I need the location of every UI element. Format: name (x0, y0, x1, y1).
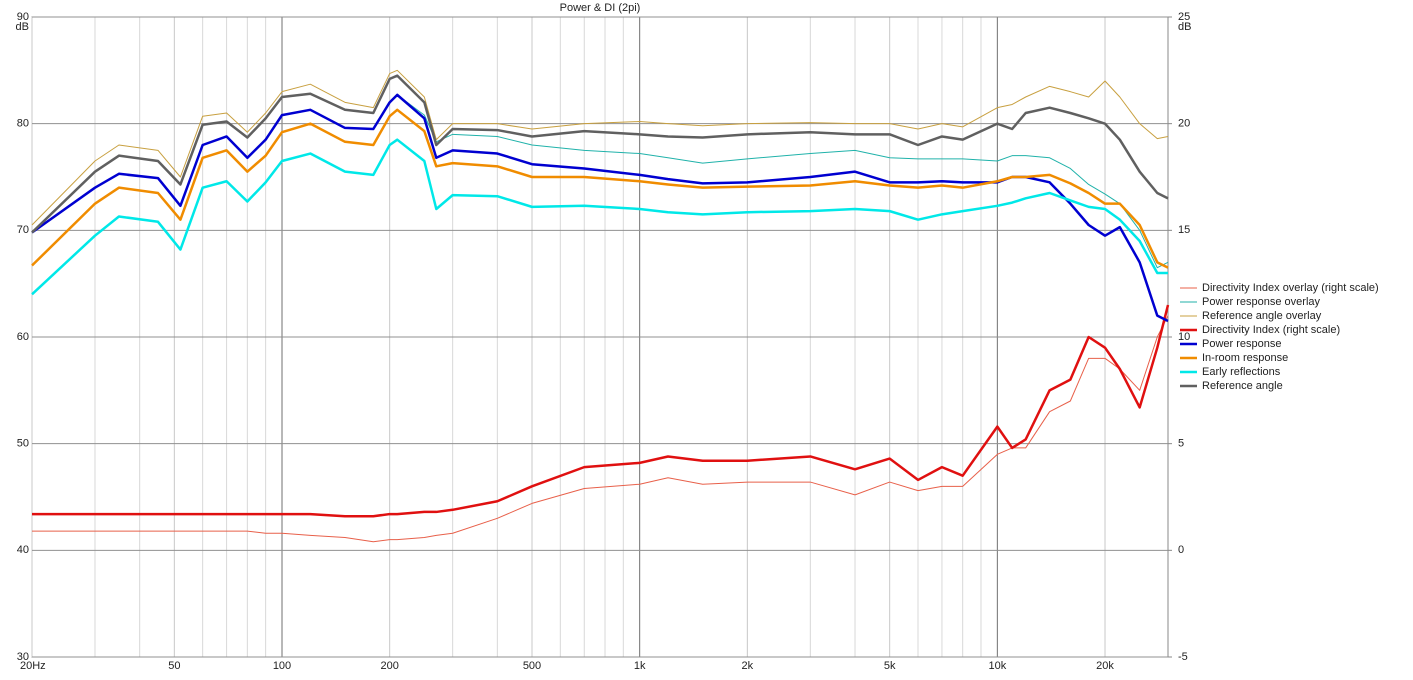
x-tick-label: 500 (523, 660, 541, 672)
x-tick-label: 100 (273, 660, 291, 672)
x-tick-label: 10k (988, 660, 1006, 672)
series-line (31, 69, 1169, 226)
legend-label: Power response overlay (1202, 296, 1321, 308)
y-unit: dB (16, 21, 29, 33)
y2-tick-label: 0 (1178, 544, 1184, 556)
y-tick-label: 90 (17, 11, 29, 23)
y-tick-label: 60 (17, 331, 29, 343)
x-tick-label: 20Hz (20, 660, 46, 672)
legend-label: In-room response (1202, 352, 1288, 364)
series-line (31, 108, 1169, 269)
series-line (31, 93, 1169, 323)
x-tick-label: 20k (1096, 660, 1114, 672)
legend-label: Power response (1202, 338, 1282, 350)
legend-label: Early reflections (1202, 366, 1281, 378)
x-tick-label: 1k (634, 660, 646, 672)
legend-label: Directivity Index (right scale) (1202, 324, 1340, 336)
chart-title: Power & DI (2pi) (560, 2, 641, 14)
y2-unit: dB (1178, 21, 1191, 33)
y-tick-label: 70 (17, 224, 29, 236)
series-line (32, 304, 1170, 518)
series-line (31, 74, 1169, 234)
x-tick-label: 2k (742, 660, 754, 672)
legend-label: Reference angle overlay (1202, 310, 1322, 322)
legend-label: Directivity Index overlay (right scale) (1202, 282, 1379, 294)
x-tick-label: 200 (380, 660, 398, 672)
y-tick-label: 30 (17, 651, 29, 663)
series-line (31, 138, 1168, 296)
y-tick-label: 50 (17, 438, 29, 450)
y2-tick-label: 25 (1178, 11, 1190, 23)
y2-tick-label: 15 (1178, 224, 1190, 236)
y2-tick-label: -5 (1178, 651, 1188, 663)
x-tick-label: 5k (884, 660, 896, 672)
x-tick-label: 50 (168, 660, 180, 672)
series-line (32, 315, 1169, 543)
y2-tick-label: 5 (1178, 438, 1184, 450)
legend-label: Reference angle (1202, 380, 1283, 392)
y-tick-label: 80 (17, 118, 29, 130)
y-tick-label: 40 (17, 544, 29, 556)
y2-tick-label: 20 (1178, 118, 1190, 130)
y2-tick-label: 10 (1178, 331, 1190, 343)
